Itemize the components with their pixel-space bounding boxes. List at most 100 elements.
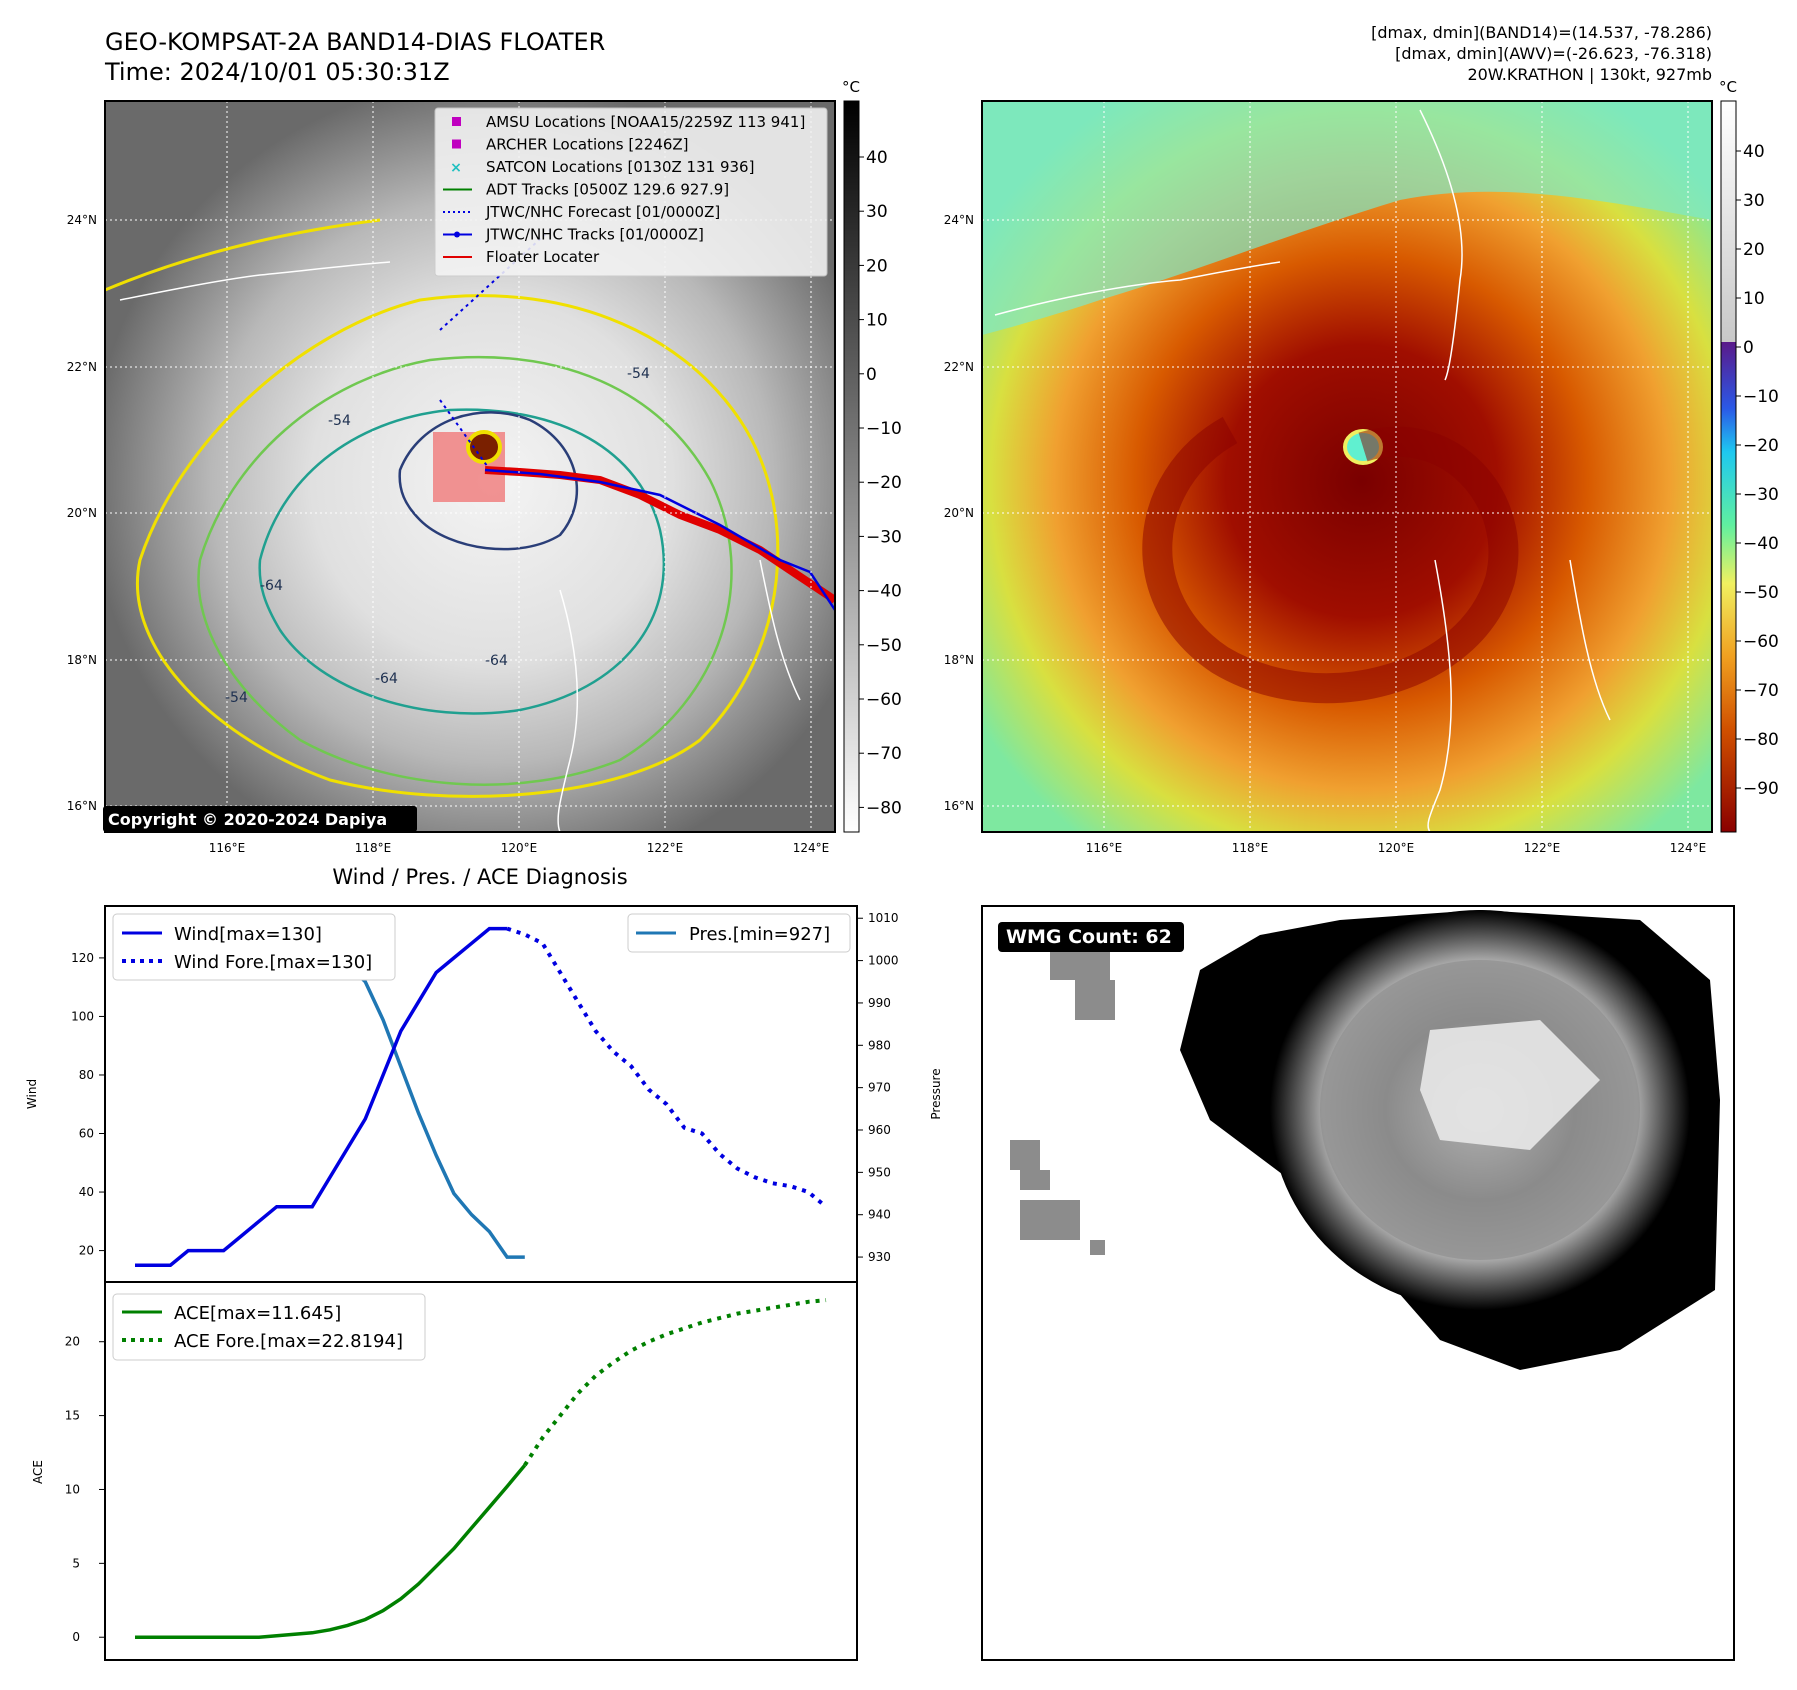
jtwc-track: [484, 468, 835, 611]
colorbar-tick-label: 0: [866, 365, 877, 385]
ir-legend: AMSU Locations [NOAA15/2259Z 113 941] ARC…: [434, 107, 828, 277]
pressure-tick-label: 970: [868, 1081, 891, 1095]
legend-wind-fore: Wind Fore.[max=130]: [174, 952, 372, 973]
colorbar-tick-label: −30: [866, 527, 902, 547]
legend-label: ADT Tracks [0500Z 129.6 927.9]: [486, 181, 729, 199]
pressure-legend: Pres.[min=927]: [627, 913, 851, 953]
colorbar-tick-label: −90: [1743, 779, 1779, 799]
figure-title: GEO-KOMPSAT-2A BAND14-DIAS FLOATER: [105, 28, 605, 56]
wind-axis-label: Wind: [25, 1079, 39, 1109]
wind-series-line: [135, 926, 508, 1267]
contour-label: -64: [485, 653, 508, 669]
ace-chart: 20 15 10 5 0 ACE ACE[max=11.645] ACE Fore.[m…: [31, 1281, 858, 1661]
wmg-count: WMG Count: 62: [1006, 926, 1172, 948]
lat-label: 20°N: [67, 506, 97, 520]
lon-label: 122°E: [1524, 841, 1561, 855]
colorbar-tick-label: 40: [866, 148, 888, 168]
legend-label: JTWC/NHC Tracks [01/0000Z]: [485, 226, 704, 244]
pressure-tick-label: 1010: [868, 911, 899, 925]
colorbar-tick-label: −60: [1743, 632, 1779, 652]
wind-forecast-line: [506, 926, 828, 1209]
lat-label: 22°N: [944, 360, 974, 374]
colorbar-tick-label: −10: [1743, 387, 1779, 407]
lat-label: 16°N: [944, 799, 974, 813]
legend-ace: ACE[max=11.645]: [174, 1303, 341, 1324]
legend-entry: ADT Tracks [0500Z 129.6 927.9]: [443, 181, 729, 199]
ace-axis-label: ACE: [31, 1460, 45, 1484]
legend-wind: Wind[max=130]: [174, 924, 322, 945]
awv-colorbar: [1720, 100, 1737, 833]
legend-label: JTWC/NHC Forecast [01/0000Z]: [485, 203, 720, 221]
pressure-tick-label: 980: [868, 1038, 891, 1052]
pressure-tick-label: 1000: [868, 954, 899, 968]
legend-marker-square: [452, 117, 461, 126]
wmg-panel: WMG Count: 62: [981, 905, 1735, 1661]
colorbar-tick-label: −40: [866, 582, 902, 602]
lon-label: 118°E: [1232, 841, 1269, 855]
pressure-tick-label: 960: [868, 1123, 891, 1137]
lat-label: 18°N: [67, 653, 97, 667]
colorbar-tick-label: −50: [866, 636, 902, 656]
ace-series-line: [135, 1464, 527, 1639]
colorbar-tick-label: 20: [866, 256, 888, 276]
lat-label: 24°N: [944, 213, 974, 227]
colorbar-tick-label: 20: [1743, 240, 1765, 260]
colorbar-tick-label: −70: [866, 744, 902, 764]
colorbar-tick-label: 10: [1743, 289, 1765, 309]
lat-label: 20°N: [944, 506, 974, 520]
ace-tick-label: 15: [65, 1409, 80, 1423]
legend-marker-x: ×: [450, 160, 462, 176]
figure-time: Time: 2024/10/01 05:30:31Z: [104, 58, 450, 86]
legend-marker-dot: [454, 231, 460, 238]
colorbar-tick-label: −60: [866, 690, 902, 710]
lat-label: 24°N: [67, 213, 97, 227]
legend-entry: JTWC/NHC Forecast [01/0000Z]: [443, 203, 720, 221]
lat-label: 22°N: [67, 360, 97, 374]
pressure-axis-label: Pressure: [929, 1068, 943, 1119]
ir-colorbar: [843, 100, 860, 833]
lon-label: 122°E: [647, 841, 684, 855]
ace-legend: ACE[max=11.645] ACE Fore.[max=22.8194]: [112, 1293, 426, 1361]
colorbar-tick-label: −20: [1743, 436, 1779, 456]
colorbar-tick-label: −20: [866, 473, 902, 493]
lon-label: 124°E: [793, 841, 830, 855]
colorbar-tick-label: −50: [1743, 583, 1779, 603]
dmax-awv: [dmax, dmin](AWV)=(-26.623, -76.318): [1395, 44, 1712, 63]
colorbar-tick-label: −30: [1743, 485, 1779, 505]
contour-label: -64: [375, 671, 398, 687]
colorbar-tick-label: 10: [866, 311, 888, 331]
legend-ace-fore: ACE Fore.[max=22.8194]: [174, 1331, 403, 1352]
contour-label: -64: [260, 578, 283, 594]
lon-label: 120°E: [1378, 841, 1415, 855]
legend-entry: AMSU Locations [NOAA15/2259Z 113 941]: [452, 113, 805, 131]
colorbar-tick-label: 0: [1743, 338, 1754, 358]
dmax-band14: [dmax, dmin](BAND14)=(14.537, -78.286): [1371, 23, 1712, 42]
wind-tick-label: 40: [79, 1185, 94, 1199]
colorbar-tick-label: −10: [866, 419, 902, 439]
wind-pressure-chart: 120 100 80 60 40 20 1010 1000 990 980 970 960 950 94…: [25, 905, 943, 1283]
ace-tick-label: 20: [65, 1335, 80, 1349]
colorbar-tick-label: −70: [1743, 681, 1779, 701]
legend-label: ARCHER Locations [2246Z]: [486, 136, 689, 154]
lat-label: 18°N: [944, 653, 974, 667]
awv-map-panel: °C 403020100−10−20−30−40−50−60−70−80−90 …: [944, 78, 1779, 855]
pressure-tick-label: 990: [868, 996, 891, 1010]
copyright: Copyright © 2020-2024 Dapiya: [108, 810, 387, 829]
ir-colorbar-unit: °C: [842, 78, 860, 96]
colorbar-tick-label: −40: [1743, 534, 1779, 554]
colorbar-tick-label: 30: [1743, 191, 1765, 211]
pressure-tick-label: 930: [868, 1250, 891, 1264]
colorbar-tick-label: 30: [866, 202, 888, 222]
legend-label: SATCON Locations [0130Z 131 936]: [486, 158, 754, 176]
wind-tick-label: 100: [71, 1009, 94, 1023]
diagnosis-title: Wind / Pres. / ACE Diagnosis: [332, 865, 627, 889]
contour-label: -54: [328, 413, 351, 429]
legend-pres: Pres.[min=927]: [689, 924, 830, 945]
legend-marker-square: [452, 139, 461, 149]
legend-label: Floater Locater: [486, 248, 600, 266]
legend-label: AMSU Locations [NOAA15/2259Z 113 941]: [486, 113, 805, 131]
legend-entry: ARCHER Locations [2246Z]: [452, 136, 689, 154]
lon-label: 116°E: [209, 841, 246, 855]
ace-tick-label: 5: [72, 1556, 80, 1570]
